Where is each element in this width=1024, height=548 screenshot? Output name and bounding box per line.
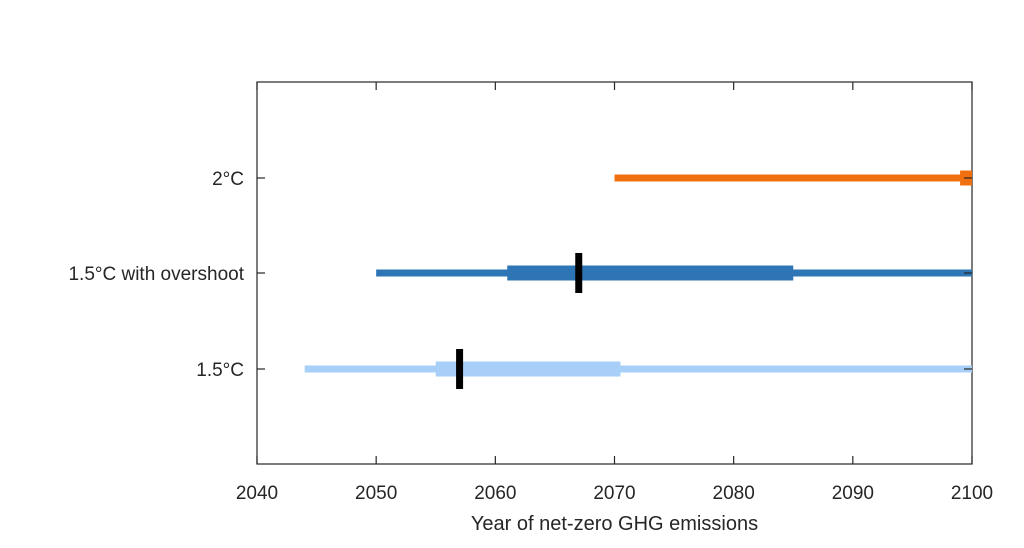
x-tick-label: 2040 <box>236 483 278 504</box>
plot-area <box>256 81 973 465</box>
x-tick-label: 2050 <box>355 483 397 504</box>
x-tick-label: 2060 <box>474 483 516 504</box>
x-axis-title: Year of net-zero GHG emissions <box>471 513 758 535</box>
x-tick-label: 2070 <box>593 483 635 504</box>
full-range-bar <box>614 174 972 182</box>
y-tick-label: 1.5°C with overshoot <box>68 264 244 285</box>
x-tick-label: 2080 <box>713 483 755 504</box>
x-axis: 2040 2050 2060 2070 2080 2090 2100 <box>236 82 993 504</box>
y-axis: 2°C 1.5°C with overshoot 1.5°C <box>68 169 972 381</box>
interquartile-bar <box>507 265 794 281</box>
full-range-bar <box>304 365 973 373</box>
x-tick-label: 2090 <box>832 483 874 504</box>
y-tick-label: 1.5°C <box>196 360 244 381</box>
median-marker <box>456 349 464 389</box>
median-marker <box>575 253 583 293</box>
y-tick-label: 2°C <box>212 169 244 190</box>
interquartile-bar <box>435 361 621 377</box>
x-tick-label: 2100 <box>951 483 993 504</box>
